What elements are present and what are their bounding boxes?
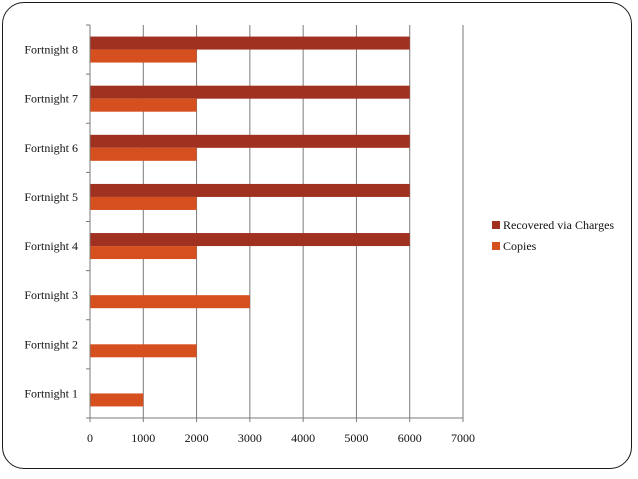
category-label: Fortnight 8 xyxy=(24,43,78,57)
axes xyxy=(86,24,464,422)
x-tick-label: 5000 xyxy=(344,431,368,445)
legend-label: Recovered via Charges xyxy=(503,218,614,232)
value-tick-labels: 0 1000 2000 3000 4000 5000 6000 7000 xyxy=(87,431,475,445)
x-tick-label: 6000 xyxy=(398,431,422,445)
x-tick-label: 3000 xyxy=(238,431,262,445)
slide-frame xyxy=(2,2,632,469)
legend-label: Copies xyxy=(503,239,537,253)
bar-fortnight-5-recovered-via-charges xyxy=(90,183,410,197)
bar-fortnight-8-copies xyxy=(90,49,197,63)
legend-swatch xyxy=(492,221,500,229)
legend-swatch xyxy=(492,242,500,250)
x-tick-label: 4000 xyxy=(291,431,315,445)
gridlines xyxy=(142,25,464,418)
legend: Recovered via Charges Copies xyxy=(492,218,614,253)
x-tick-label: 0 xyxy=(87,431,93,445)
bar-fortnight-7-recovered-via-charges xyxy=(90,85,410,99)
category-label: Fortnight 7 xyxy=(24,92,78,106)
bar-fortnight-2-copies xyxy=(90,344,197,358)
category-label: Fortnight 4 xyxy=(24,239,78,253)
category-labels: Fortnight 1 Fortnight 2 Fortnight 3 Fortnig… xyxy=(24,43,78,401)
bar-fortnight-7-copies xyxy=(90,98,197,112)
category-label: Fortnight 5 xyxy=(24,190,78,204)
category-label: Fortnight 2 xyxy=(24,337,78,351)
bar-fortnight-6-recovered-via-charges xyxy=(90,134,410,148)
bar-fortnight-6-copies xyxy=(90,147,197,161)
category-label: Fortnight 6 xyxy=(24,141,78,155)
x-tick-label: 7000 xyxy=(451,431,475,445)
category-label: Fortnight 3 xyxy=(24,288,78,302)
bar-fortnight-1-copies xyxy=(90,393,144,407)
x-tick-label: 1000 xyxy=(131,431,155,445)
bars xyxy=(90,36,410,407)
bar-fortnight-3-copies xyxy=(90,295,250,309)
category-label: Fortnight 1 xyxy=(24,386,78,400)
x-tick-label: 2000 xyxy=(185,431,209,445)
bar-fortnight-5-copies xyxy=(90,196,197,210)
bar-fortnight-4-copies xyxy=(90,246,197,260)
bar-fortnight-8-recovered-via-charges xyxy=(90,36,410,50)
bar-fortnight-4-recovered-via-charges xyxy=(90,233,410,247)
